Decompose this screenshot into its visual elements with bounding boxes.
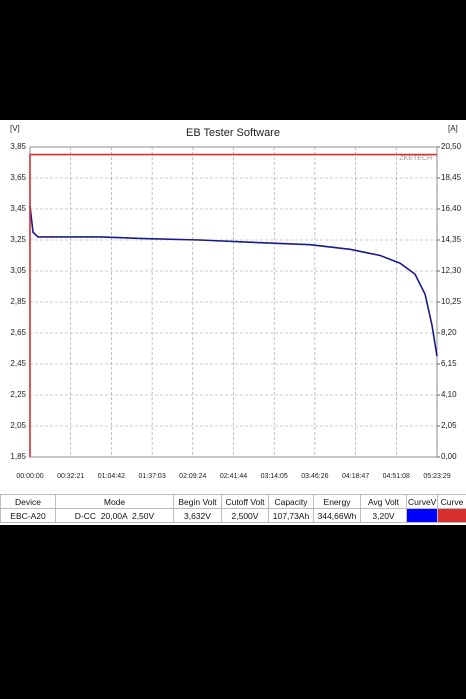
header-row: Device Mode Begin Volt Cutoff Volt Capacity E…	[0, 494, 466, 509]
x-tick-label: 04:18:47	[342, 473, 369, 480]
data-cell: 344,66Wh	[313, 508, 361, 523]
header-cell: Cutoff Volt	[221, 494, 269, 509]
x-tick-label: 04:51:08	[383, 473, 410, 480]
y-tick-label: 3,45	[10, 204, 26, 213]
y-tick-label: 3,85	[10, 142, 26, 151]
chart: EB Tester Software [V] [A] ZKETECH 1,85 2…	[10, 124, 462, 480]
x-tick-label: 00:32:21	[57, 473, 84, 480]
y2-tick-label: 10,25	[441, 297, 462, 306]
window: EB Tester Software [V] [A] ZKETECH 1,85 2…	[0, 120, 466, 525]
x-tick-label: 02:09:24	[179, 473, 206, 480]
y2-tick-label: 6,15	[441, 359, 457, 368]
header-cell: Mode	[55, 494, 174, 509]
y2-tick-label: 12,30	[441, 266, 462, 275]
curve-swatch	[406, 508, 438, 523]
y2-axis-label: [A]	[448, 124, 458, 133]
header-cell: Begin Volt	[173, 494, 222, 509]
data-cell: 107,73Ah	[268, 508, 314, 523]
x-tick-label: 01:04:42	[98, 473, 125, 480]
data-cell: 2,500V	[221, 508, 269, 523]
series-line	[29, 153, 437, 457]
data-row: EBC-A20 D-CC 20,00A 2,50V 3,632V 2,500V 107,…	[0, 508, 466, 523]
y-tick-label: 3,05	[10, 266, 26, 275]
y2-tick-label: 20,50	[441, 142, 462, 151]
data-cell: 3,632V	[173, 508, 222, 523]
y-tick-label: 2,65	[10, 328, 26, 337]
x-tick-label: 03:14:05	[261, 473, 288, 480]
data-cell: D-CC 20,00A 2,50V	[55, 508, 174, 523]
chart-title: EB Tester Software	[186, 127, 280, 139]
y2-tick-label: 18,45	[441, 173, 462, 182]
data-cell: 3,20V	[360, 508, 407, 523]
header-cell: Avg Volt	[360, 494, 407, 509]
y2-tick-label: 14,35	[441, 235, 462, 244]
y2-tick-label: 2,05	[441, 421, 457, 430]
y-tick-label: 1,85	[10, 452, 26, 461]
y2-tick-label: 8,20	[441, 328, 457, 337]
watermark: ZKETECH	[399, 155, 432, 162]
y-axis-label: [V]	[10, 124, 20, 133]
y-tick-label: 2,25	[10, 390, 26, 399]
x-tick-label: 02:41:44	[220, 473, 247, 480]
header-cell: Device	[0, 494, 56, 509]
x-tick-label: 01:37:03	[138, 473, 165, 480]
y-tick-label: 2,45	[10, 359, 26, 368]
x-tick-label: 05:23:29	[423, 473, 450, 480]
header-cell: Energy	[313, 494, 361, 509]
y-tick-label: 2,85	[10, 297, 26, 306]
x-tick-label: 03:46:26	[301, 473, 328, 480]
y-tick-label: 3,65	[10, 173, 26, 182]
y2-tick-label: 16,40	[441, 204, 462, 213]
header-cell: CurveV	[406, 494, 438, 509]
x-tick-label: 00:00:00	[16, 473, 43, 480]
header-cell: Curve	[437, 494, 466, 509]
y2-tick-label: 0,00	[441, 452, 457, 461]
header-cell: Capacity	[268, 494, 314, 509]
y-tick-label: 2,05	[10, 421, 26, 430]
data-cell: EBC-A20	[0, 508, 56, 523]
summary-table: Device Mode Begin Volt Cutoff Volt Capacity E…	[0, 494, 466, 523]
y-tick-label: 3,25	[10, 235, 26, 244]
series-line	[29, 205, 438, 357]
curve-swatch	[437, 508, 466, 523]
y2-tick-label: 4,10	[441, 390, 457, 399]
